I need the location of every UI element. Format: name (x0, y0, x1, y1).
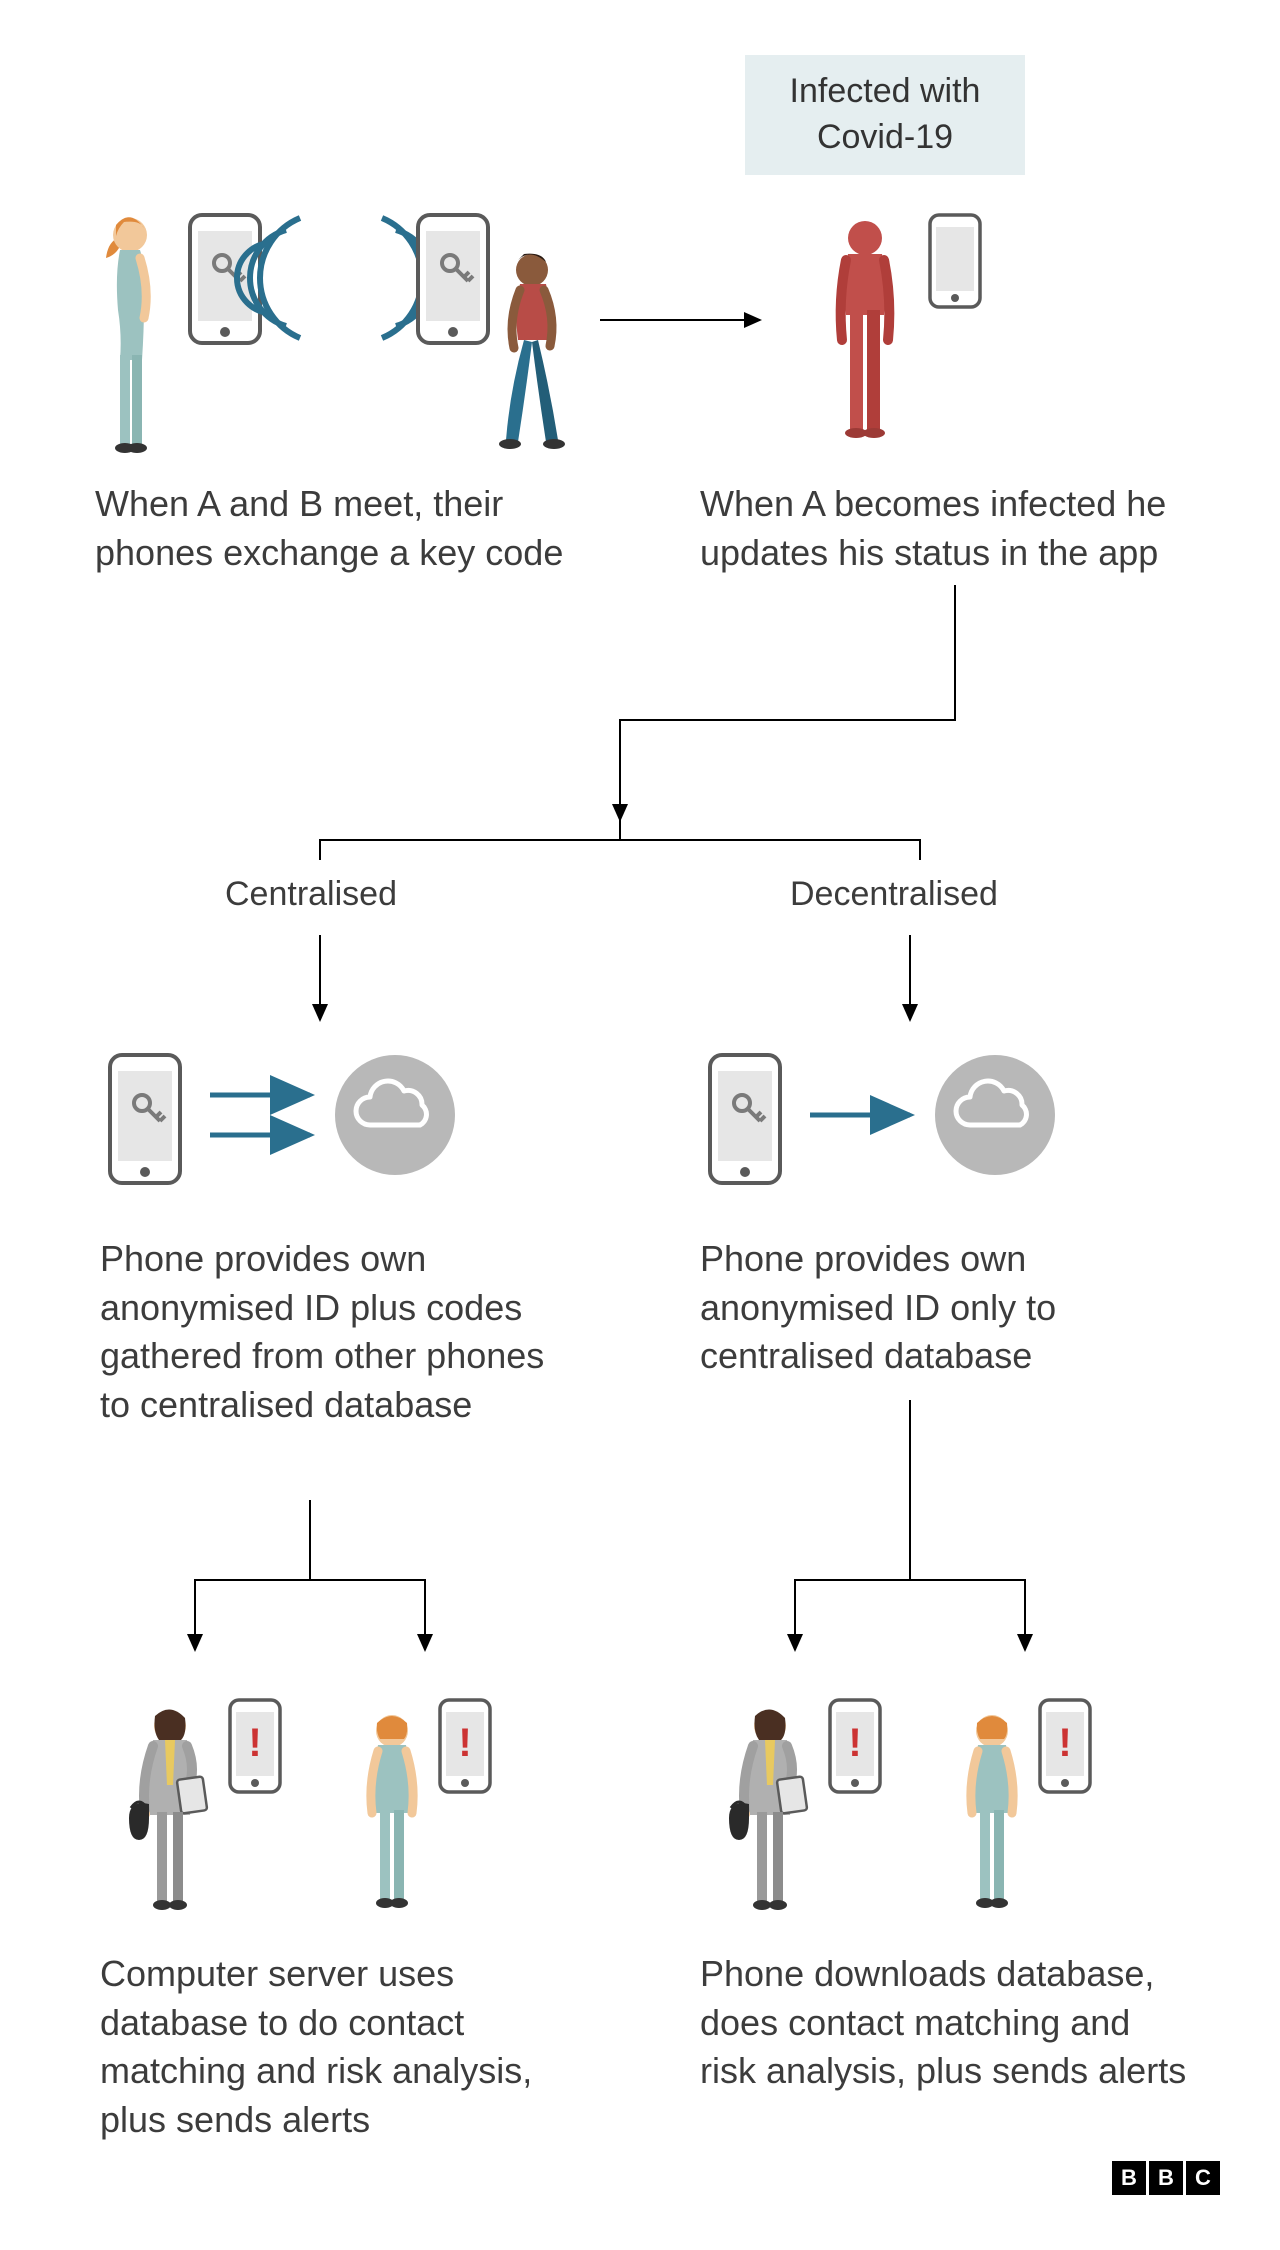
person-b-icon (106, 217, 147, 453)
logo-b3: C (1186, 2161, 1220, 2195)
contact-right-2-icon (971, 1715, 1013, 1908)
phone-infected-icon (930, 215, 980, 307)
badge-line1: Infected with (790, 72, 981, 110)
right-mid-caption: Phone provides own anonymised ID only to… (700, 1235, 1140, 1381)
cloud-left-icon (335, 1055, 455, 1175)
contact-left-1-icon (129, 1709, 207, 1910)
phone-alert-left-1-icon (230, 1700, 280, 1792)
phone-alert-right-2-icon (1040, 1700, 1090, 1792)
badge-line2: Covid-19 (817, 118, 953, 156)
logo-b1: B (1112, 2161, 1146, 2195)
right-final-caption: Phone downloads database, does contact m… (700, 1950, 1190, 2096)
person-infected-icon (841, 221, 890, 438)
step2-caption: When A becomes infected he updates his s… (700, 480, 1200, 577)
phone-left-mid-icon (110, 1055, 180, 1183)
phone-alert-left-2-icon (440, 1700, 490, 1792)
person-a-walk-icon (499, 254, 565, 449)
right-final-split (795, 1580, 1025, 1600)
graphics-layer: ! (0, 0, 1280, 2250)
step1-caption: When A and B meet, their phones exchange… (95, 480, 575, 577)
phone-right-mid-icon (710, 1055, 780, 1183)
contact-right-1-icon (729, 1709, 807, 1910)
phone-b-icon (190, 215, 260, 343)
wifi-b-icon (237, 218, 300, 338)
phone-alert-right-1-icon (830, 1700, 880, 1792)
left-final-split (195, 1580, 425, 1600)
phone-a-icon (418, 215, 488, 343)
wifi-a-icon (382, 218, 445, 338)
arrow-to-branch (620, 585, 955, 820)
bbc-logo: B B C (1112, 2161, 1220, 2195)
branch-split-line (320, 840, 920, 860)
infected-badge: Infected with Covid-19 (745, 55, 1025, 175)
left-final-caption: Computer server uses database to do cont… (100, 1950, 550, 2144)
contact-left-2-icon (371, 1715, 413, 1908)
diagram-canvas: Infected with Covid-19 When A and B meet… (0, 0, 1280, 2250)
cloud-right-icon (935, 1055, 1055, 1175)
logo-b2: B (1149, 2161, 1183, 2195)
left-mid-caption: Phone provides own anonymised ID plus co… (100, 1235, 555, 1429)
branch-right-label: Decentralised (790, 875, 998, 914)
branch-left-label: Centralised (225, 875, 397, 914)
